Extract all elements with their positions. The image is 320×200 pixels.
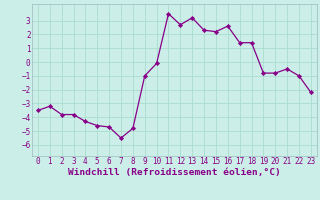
X-axis label: Windchill (Refroidissement éolien,°C): Windchill (Refroidissement éolien,°C) <box>68 168 281 177</box>
